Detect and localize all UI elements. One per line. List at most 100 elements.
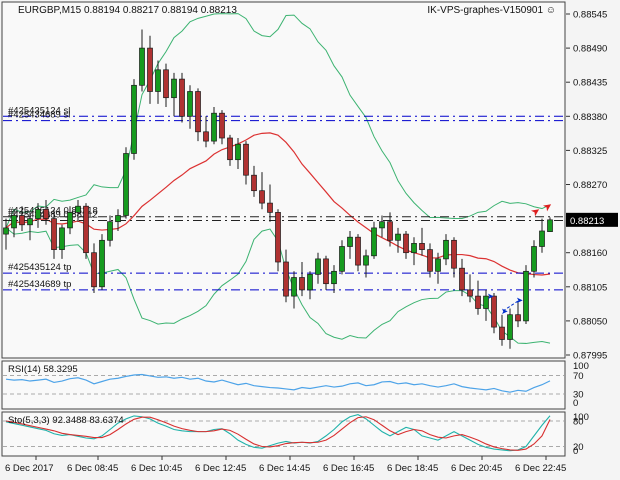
price-tick-label: 0.88105 bbox=[573, 282, 607, 293]
bear-candle bbox=[323, 258, 329, 285]
bear-candle bbox=[283, 261, 289, 297]
price-tick-label: 0.88050 bbox=[573, 316, 607, 327]
bear-candle bbox=[267, 202, 273, 213]
bull-candle bbox=[315, 258, 321, 275]
bear-candle bbox=[259, 190, 265, 204]
bull-candle bbox=[331, 270, 337, 285]
bear-candle bbox=[491, 295, 497, 328]
time-tick-label: 6 Dec 16:45 bbox=[323, 463, 374, 474]
bull-candle bbox=[211, 112, 217, 142]
bull-candle bbox=[155, 69, 161, 92]
bear-candle bbox=[459, 267, 465, 291]
bear-candle bbox=[499, 326, 505, 340]
bear-candle bbox=[419, 243, 425, 250]
sto-signal-line bbox=[5, 416, 551, 451]
main-chart-panel[interactable] bbox=[1, 1, 566, 359]
order-line-label: #425434689 0.88212 bbox=[8, 209, 98, 220]
price-tick-label: 0.88325 bbox=[573, 146, 607, 157]
order-lines: #425435124 sl#425434689 sl #425435124 0.8… bbox=[3, 105, 564, 291]
bear-candle bbox=[467, 289, 473, 297]
price-tick-label: 0.88490 bbox=[573, 44, 607, 55]
bear-candle bbox=[83, 205, 89, 254]
order-line-label: #425434689 sl bbox=[8, 110, 70, 121]
sto-scale-label: 20 bbox=[573, 442, 584, 453]
bull-candle bbox=[347, 236, 353, 247]
blue-trade-arrow-icon: ➤ bbox=[501, 306, 509, 316]
order-line-label: #425435124 sl bbox=[8, 105, 70, 116]
watermark-label: IK-VPS-graphes-V150901 ☺ bbox=[427, 5, 556, 16]
bull-candle bbox=[443, 239, 449, 260]
time-axis: 6 Dec 2017 6 Dec 08:45 6 Dec 10:45 6 Dec 12… bbox=[5, 456, 566, 474]
bear-candle bbox=[427, 249, 433, 272]
bear-candle bbox=[203, 131, 209, 142]
time-tick-label: 6 Dec 20:45 bbox=[451, 463, 502, 474]
bear-candle bbox=[251, 174, 257, 192]
time-tick-label: 6 Dec 22:45 bbox=[515, 463, 566, 474]
current-price-label: 0.88213 bbox=[570, 216, 604, 227]
bear-candle bbox=[403, 233, 409, 254]
time-tick-label: 6 Dec 18:45 bbox=[387, 463, 438, 474]
bear-candle bbox=[91, 252, 97, 288]
time-tick-label: 6 Dec 2017 bbox=[5, 463, 54, 474]
chart-title-ohlc: EURGBP,M15 0.88194 0.88217 0.88194 0.882… bbox=[18, 5, 237, 16]
bull-candle bbox=[35, 208, 41, 219]
bear-candle bbox=[227, 137, 233, 161]
bull-candle bbox=[123, 153, 129, 216]
price-tick-label: 0.88545 bbox=[573, 10, 607, 21]
bull-candle bbox=[483, 295, 489, 309]
order-line-label: #425434689 tp bbox=[8, 279, 71, 290]
bear-candle bbox=[147, 47, 153, 92]
bull-candle bbox=[59, 227, 65, 250]
order-line-label: #425435124 0.88218 bbox=[8, 206, 98, 217]
bb-upper-band bbox=[5, 13, 551, 229]
bear-candle bbox=[275, 212, 281, 263]
time-tick-label: 6 Dec 10:45 bbox=[131, 463, 182, 474]
bull-candle bbox=[371, 227, 377, 257]
candles bbox=[3, 29, 553, 349]
bull-candle bbox=[539, 230, 545, 247]
bull-candle bbox=[307, 274, 313, 291]
bull-candle bbox=[3, 227, 9, 235]
bear-candle bbox=[515, 314, 521, 322]
bull-candle bbox=[379, 221, 385, 229]
bull-candle bbox=[411, 243, 417, 254]
time-tick-label: 6 Dec 14:45 bbox=[259, 463, 310, 474]
price-tick-label: 0.88160 bbox=[573, 248, 607, 259]
bull-candle bbox=[115, 215, 121, 223]
time-tick-label: 6 Dec 08:45 bbox=[67, 463, 118, 474]
bear-candle bbox=[195, 91, 201, 133]
bear-candle bbox=[163, 69, 169, 99]
trade-connector-line bbox=[502, 300, 519, 312]
rsi-indicator-label: RSI(14) 58.3295 bbox=[8, 364, 78, 375]
bull-candle bbox=[523, 270, 529, 322]
bull-candle bbox=[187, 91, 193, 117]
rsi-scale-label: 30 bbox=[573, 390, 584, 401]
rsi-panel[interactable] bbox=[1, 360, 566, 410]
bear-candle bbox=[475, 295, 481, 309]
rsi-scale-label: 70 bbox=[573, 371, 584, 382]
stochastic-indicator-label: Sto(5,3,3) 92.3488 83.6374 bbox=[8, 415, 124, 426]
order-line-label: #425435124 tp bbox=[8, 262, 71, 273]
bull-candle bbox=[99, 239, 105, 288]
bull-candle bbox=[75, 205, 81, 213]
bull-candle bbox=[131, 84, 137, 154]
bull-candle bbox=[11, 215, 17, 229]
bb-middle-ma bbox=[5, 132, 551, 276]
bull-candle bbox=[531, 246, 537, 272]
bear-candle bbox=[355, 236, 361, 266]
current-price-box bbox=[566, 212, 618, 227]
price-tick-label: 0.88435 bbox=[573, 78, 607, 89]
bull-candle bbox=[27, 218, 33, 226]
bear-candle bbox=[19, 215, 25, 226]
rsi-scale-label: 0 bbox=[573, 398, 578, 409]
bull-candle bbox=[67, 212, 73, 229]
sto-scale-label: 100 bbox=[573, 412, 589, 423]
bear-candle bbox=[387, 221, 393, 241]
bear-candle bbox=[299, 277, 305, 291]
bear-candle bbox=[451, 239, 457, 269]
rsi-line bbox=[5, 373, 551, 393]
stochastic-panel[interactable] bbox=[1, 411, 566, 457]
